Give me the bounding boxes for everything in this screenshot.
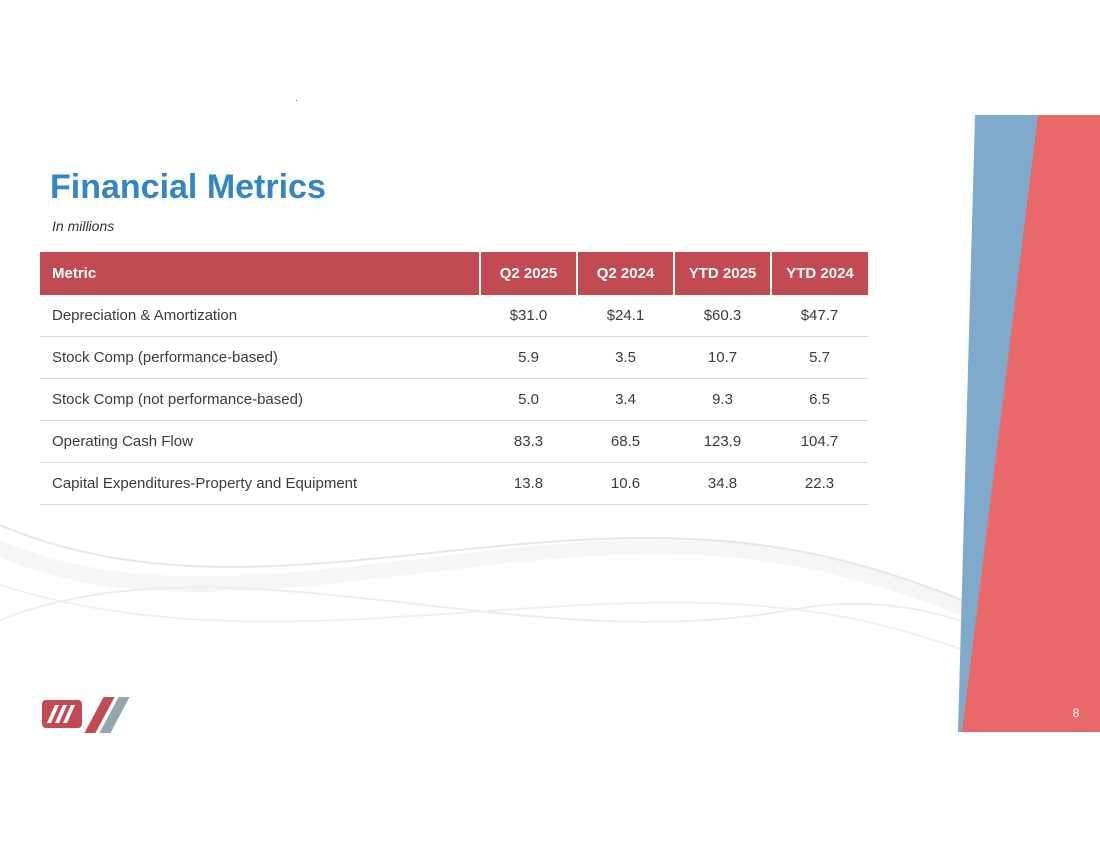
metric-label: Operating Cash Flow: [40, 420, 480, 463]
metric-value: 9.3: [674, 378, 771, 421]
company-logo: [42, 697, 137, 733]
metric-value: 123.9: [674, 420, 771, 463]
accent-shapes: [958, 115, 1100, 732]
table-row: Capital Expenditures-Property and Equipm…: [40, 462, 868, 505]
metric-value: 3.4: [577, 378, 674, 421]
metric-value: 34.8: [674, 462, 771, 505]
accent-shape-red: [962, 115, 1100, 732]
page-number: 8: [1072, 706, 1080, 720]
table-row: Operating Cash Flow 83.3 68.5 123.9 104.…: [40, 420, 868, 463]
metric-value: $60.3: [674, 295, 771, 337]
metric-value: 10.6: [577, 462, 674, 505]
logo-mark-icon: [42, 700, 82, 728]
metric-value: $47.7: [771, 295, 868, 337]
metric-value: 5.0: [480, 378, 577, 421]
metric-label: Capital Expenditures-Property and Equipm…: [40, 462, 480, 505]
table-header-row: Metric Q2 2025 Q2 2024 YTD 2025 YTD 2024: [40, 252, 868, 295]
column-header-q2-2024: Q2 2024: [577, 252, 675, 295]
column-header-ytd-2025: YTD 2025: [674, 252, 772, 295]
table-row: Depreciation & Amortization $31.0 $24.1 …: [40, 295, 868, 337]
metric-value: 6.5: [771, 378, 868, 421]
swoosh-decoration: [0, 524, 1100, 711]
table-row: Stock Comp (not performance-based) 5.0 3…: [40, 378, 868, 421]
financial-metrics-table: Metric Q2 2025 Q2 2024 YTD 2025 YTD 2024…: [40, 252, 868, 505]
metric-value: 83.3: [480, 420, 577, 463]
metric-label: Stock Comp (performance-based): [40, 336, 480, 379]
metric-value: 104.7: [771, 420, 868, 463]
metric-value: 10.7: [674, 336, 771, 379]
column-header-q2-2025: Q2 2025: [480, 252, 578, 295]
metric-value: $31.0: [480, 295, 577, 337]
metric-value: 5.7: [771, 336, 868, 379]
metric-label: Depreciation & Amortization: [40, 295, 480, 337]
page-title: Financial Metrics: [50, 168, 326, 206]
accent-shape-blue: [958, 115, 1040, 732]
metric-value: 3.5: [577, 336, 674, 379]
metric-value: 68.5: [577, 420, 674, 463]
column-header-metric: Metric: [40, 252, 481, 295]
metric-value: 13.8: [480, 462, 577, 505]
metric-value: $24.1: [577, 295, 674, 337]
page-subtitle: In millions: [52, 218, 115, 234]
metric-label: Stock Comp (not performance-based): [40, 378, 480, 421]
metric-value: 5.9: [480, 336, 577, 379]
stray-mark: .: [295, 92, 299, 104]
table-row: Stock Comp (performance-based) 5.9 3.5 1…: [40, 336, 868, 379]
column-header-ytd-2024: YTD 2024: [771, 252, 868, 295]
metric-value: 22.3: [771, 462, 868, 505]
